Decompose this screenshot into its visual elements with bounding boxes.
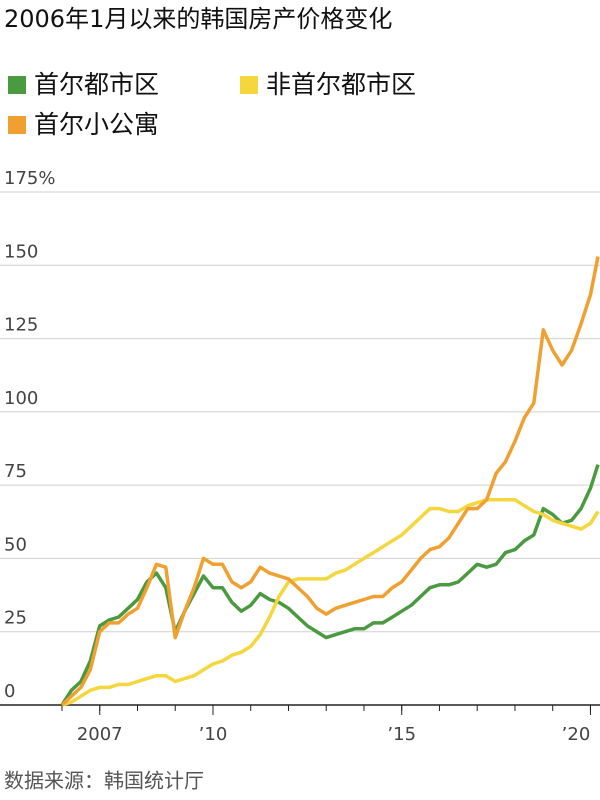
- legend-label: 非首尔都市区: [266, 70, 416, 99]
- series-line: [60, 256, 600, 707]
- x-tick-label: ’15: [387, 724, 416, 745]
- legend-label: 首尔小公寓: [34, 110, 159, 139]
- legend-swatch: [8, 116, 26, 134]
- y-tick-label: 150: [4, 241, 38, 262]
- y-tick-label: 0: [4, 681, 15, 702]
- y-tick-label: 50: [4, 534, 27, 555]
- y-tick-label: 75: [4, 461, 27, 482]
- y-tick-label: 100: [4, 388, 38, 409]
- x-tick-label: ’20: [562, 724, 591, 745]
- chart-title: 2006年1月以来的韩国房产价格变化: [4, 5, 392, 33]
- legend-swatch: [240, 76, 258, 94]
- x-tick-label: ’10: [199, 724, 228, 745]
- source-note: 数据来源：韩国统计厅: [4, 769, 204, 793]
- legend-label: 首尔都市区: [34, 70, 159, 99]
- y-tick-label: 125: [4, 315, 38, 336]
- series-line: [61, 498, 600, 707]
- legend-swatch: [8, 76, 26, 94]
- y-tick-label: 25: [4, 608, 27, 629]
- x-tick-label: 2007: [77, 724, 123, 745]
- y-tick-label: 175%: [4, 168, 55, 189]
